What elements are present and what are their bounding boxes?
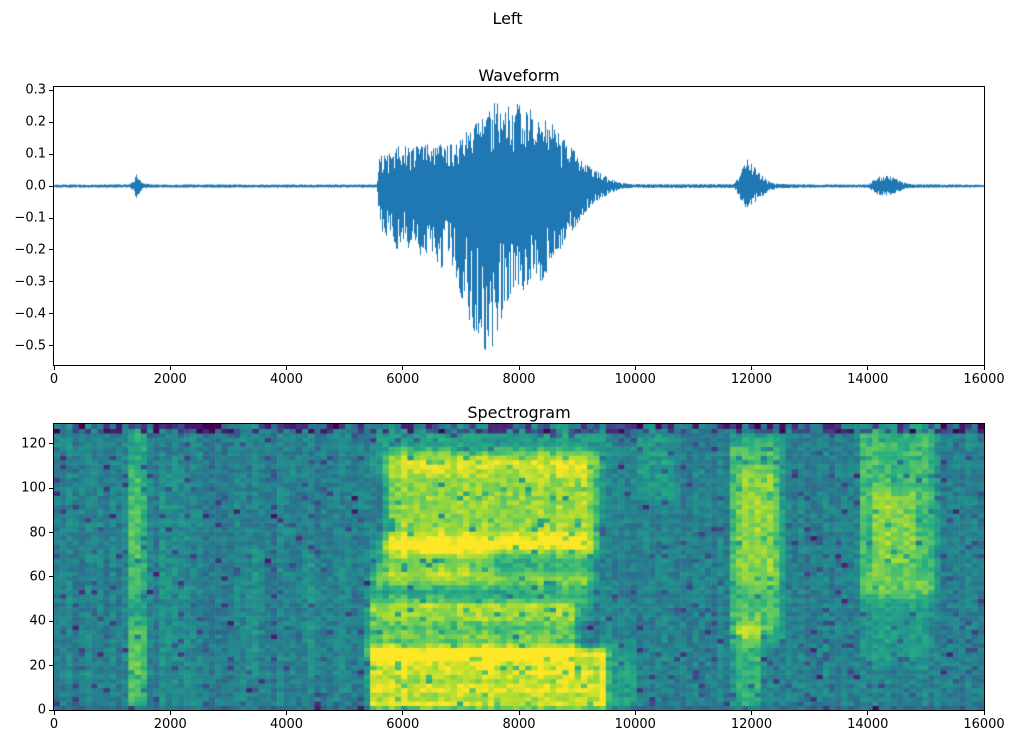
tick-mark — [867, 711, 869, 715]
tick-mark — [49, 576, 53, 578]
tick-mark — [49, 620, 53, 622]
tick-mark — [49, 281, 53, 283]
y-tick-label: −0.2 — [14, 242, 46, 258]
waveform-title: Waveform — [478, 66, 560, 85]
tick-mark — [983, 366, 985, 370]
y-tick-label: 0.3 — [25, 82, 46, 98]
x-tick-label: 10000 — [614, 717, 656, 732]
tick-mark — [169, 711, 171, 715]
tick-mark — [751, 366, 752, 370]
tick-mark — [751, 711, 752, 715]
tick-mark — [518, 366, 520, 370]
x-tick-label: 4000 — [269, 717, 304, 732]
y-tick-label: 0.2 — [25, 114, 46, 130]
tick-mark — [53, 366, 55, 370]
tick-mark — [49, 345, 53, 347]
x-tick-label: 12000 — [730, 372, 773, 387]
x-tick-label: 6000 — [386, 717, 420, 732]
spectrogram-plot-canvas — [54, 424, 984, 710]
y-tick-label: −0.5 — [14, 338, 46, 354]
y-tick-label: 40 — [29, 613, 46, 629]
tick-mark — [53, 711, 55, 715]
tick-mark — [49, 249, 53, 251]
x-tick-label: 8000 — [502, 717, 536, 732]
x-tick-label: 16000 — [963, 717, 1005, 732]
x-tick-label: 6000 — [386, 372, 420, 387]
tick-mark — [49, 313, 53, 315]
tick-mark — [286, 366, 287, 370]
y-tick-label: −0.1 — [14, 210, 46, 226]
tick-mark — [49, 532, 53, 534]
x-tick-label: 0 — [49, 372, 59, 387]
x-tick-label: 0 — [49, 717, 59, 732]
tick-mark — [49, 709, 53, 711]
tick-mark — [402, 711, 404, 715]
y-tick-label: 120 — [21, 436, 46, 452]
y-tick-label: 20 — [29, 658, 46, 674]
y-tick-label: 0 — [37, 702, 46, 718]
x-tick-label: 2000 — [153, 372, 187, 387]
x-tick-label: 2000 — [153, 717, 187, 732]
y-tick-label: 0.1 — [25, 146, 46, 162]
y-tick-label: −0.4 — [14, 306, 46, 322]
x-tick-label: 4000 — [269, 372, 304, 387]
x-tick-label: 14000 — [847, 372, 889, 387]
spectrogram-title: Spectrogram — [467, 403, 571, 422]
tick-mark — [286, 711, 287, 715]
y-tick-label: 100 — [21, 480, 46, 496]
x-tick-label: 16000 — [963, 372, 1005, 387]
tick-mark — [49, 89, 53, 91]
tick-mark — [49, 665, 53, 667]
x-tick-label: 14000 — [847, 717, 889, 732]
tick-mark — [49, 185, 53, 187]
y-tick-label: 60 — [29, 569, 46, 585]
tick-mark — [169, 366, 171, 370]
tick-mark — [518, 711, 520, 715]
y-tick-label: 80 — [29, 525, 46, 541]
figure-suptitle: Left — [492, 9, 523, 28]
y-tick-label: −0.3 — [14, 274, 46, 290]
tick-mark — [634, 711, 636, 715]
x-tick-label: 12000 — [730, 717, 773, 732]
tick-mark — [49, 443, 53, 445]
tick-mark — [49, 153, 53, 155]
tick-mark — [983, 711, 985, 715]
tick-mark — [49, 121, 53, 123]
tick-mark — [49, 487, 53, 489]
waveform-plot-canvas — [54, 87, 984, 365]
tick-mark — [49, 217, 53, 219]
x-tick-label: 8000 — [502, 372, 536, 387]
tick-mark — [867, 366, 869, 370]
y-tick-label: 0.0 — [25, 178, 46, 194]
x-tick-label: 10000 — [614, 372, 656, 387]
tick-mark — [634, 366, 636, 370]
tick-mark — [402, 366, 404, 370]
